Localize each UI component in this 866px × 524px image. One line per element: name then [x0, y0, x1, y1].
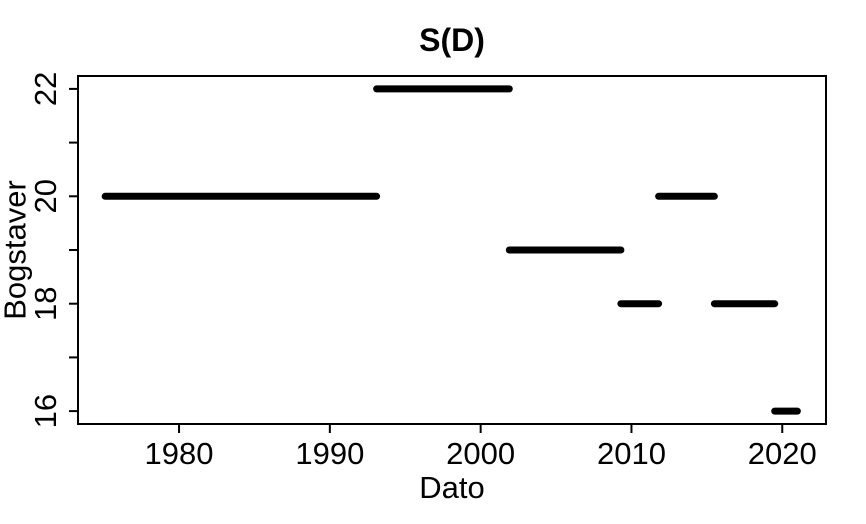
chart-title: S(D) — [419, 22, 485, 58]
y-tick-label: 18 — [28, 286, 63, 320]
x-tick-label: 2020 — [748, 436, 817, 471]
x-tick-label: 1980 — [145, 436, 214, 471]
x-axis-label: Dato — [419, 470, 485, 505]
x-tick-label: 1990 — [295, 436, 364, 471]
y-tick-label: 22 — [28, 72, 63, 106]
x-tick-label: 2000 — [446, 436, 515, 471]
y-tick-label: 16 — [28, 394, 63, 428]
y-tick-label: 20 — [28, 179, 63, 213]
x-tick-label: 2010 — [597, 436, 666, 471]
plot-box — [77, 75, 827, 425]
